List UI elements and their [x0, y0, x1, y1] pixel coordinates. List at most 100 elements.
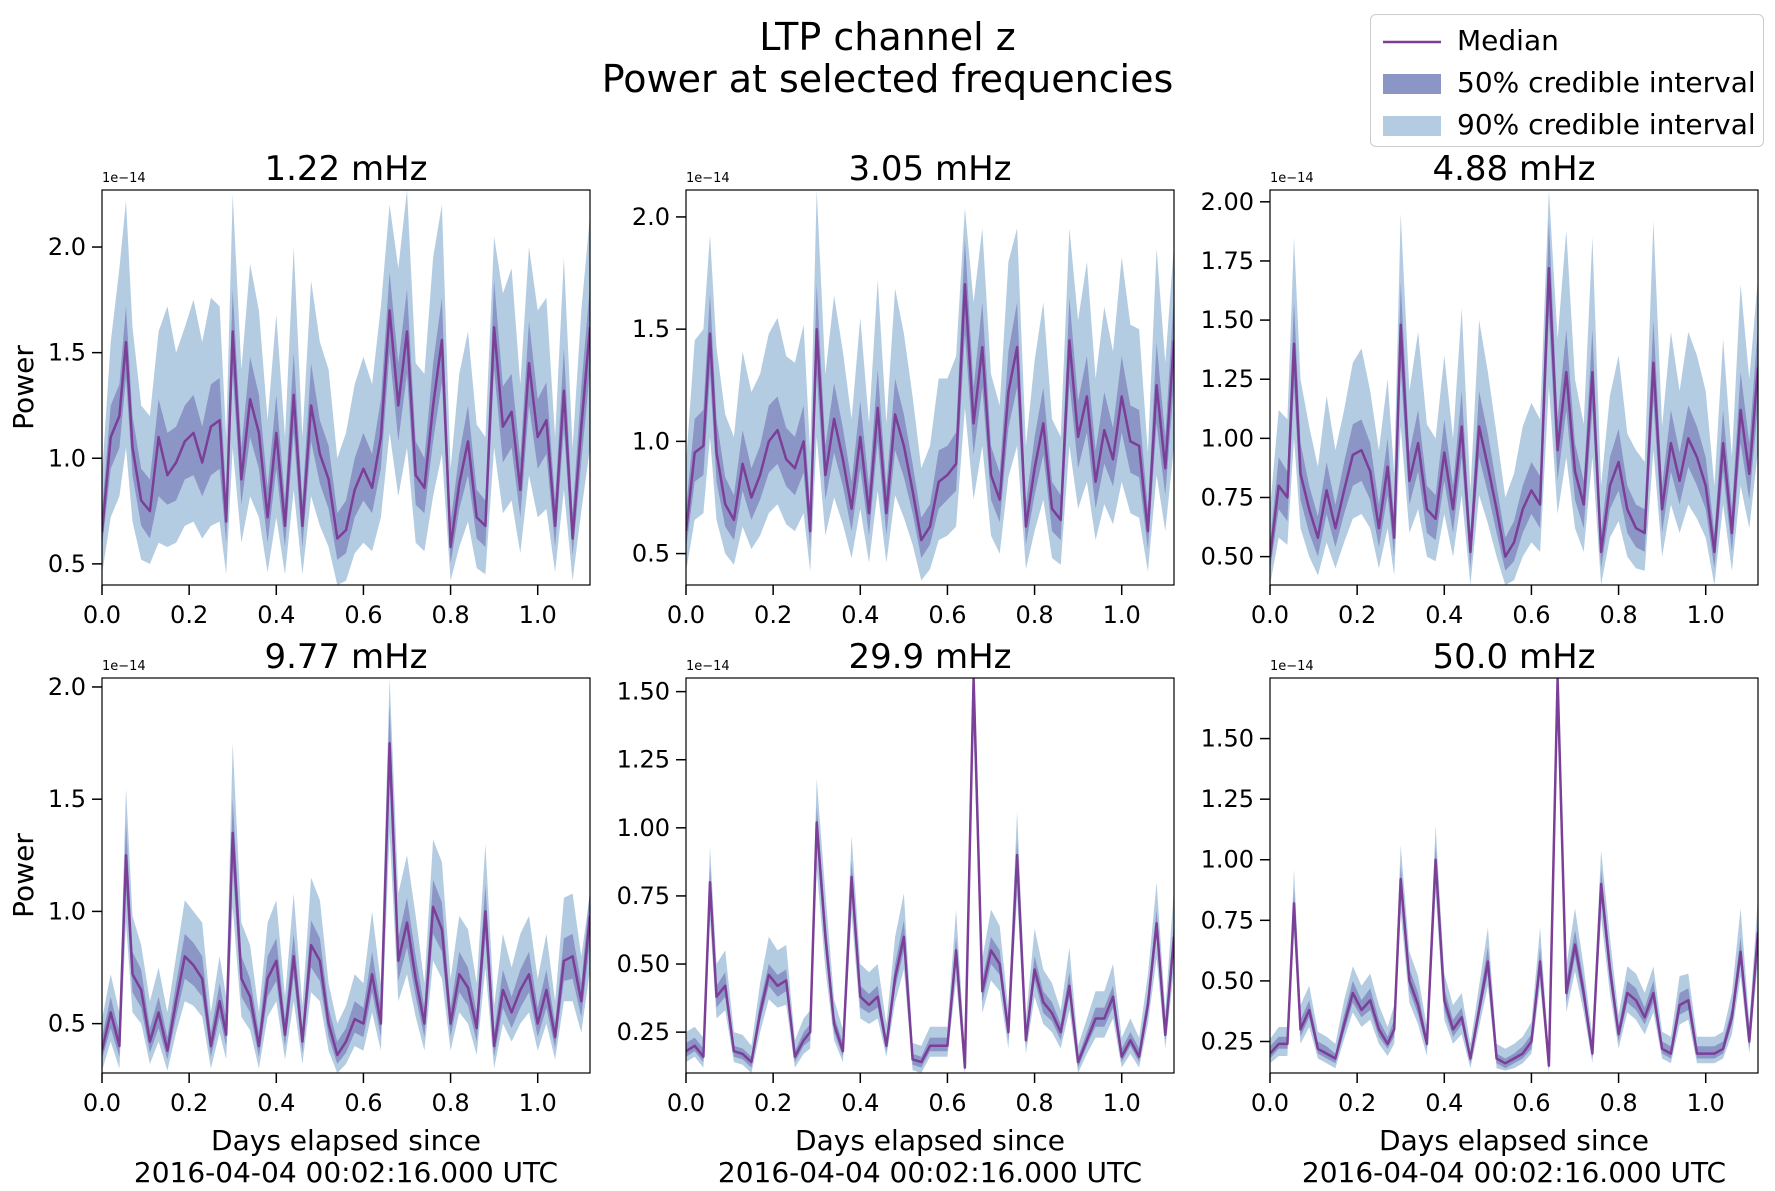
y-tick-label: 2.0 [48, 673, 86, 701]
x-tick-label: 0.0 [1251, 1089, 1289, 1117]
x-axis-label: Days elapsed since [795, 1124, 1065, 1157]
y-tick-label: 0.25 [617, 1018, 670, 1046]
plot-area [1270, 678, 1758, 1073]
y-tick-label: 0.75 [1201, 483, 1254, 511]
x-tick-label: 0.8 [1599, 601, 1637, 629]
x-tick-label: 1.0 [1103, 601, 1141, 629]
panel-title: 1.22 mHz [264, 149, 427, 189]
panel-3: 0.0 0.2 0.4 0.6 0.8 1.0 0.50 0.75 1.00 1.25 1.50 1.… [1201, 149, 1759, 629]
x-tick-label: 0.2 [170, 1089, 208, 1117]
median-line [102, 309, 590, 549]
x-tick-label: 0.2 [1338, 601, 1376, 629]
y-tick-label: 1.00 [617, 814, 670, 842]
legend-key-median [1383, 40, 1441, 44]
y-tick-label: 1.0 [48, 897, 86, 925]
panel-6: 0.0 0.2 0.4 0.6 0.8 1.0 0.25 0.50 0.75 1.00 1.25 1.… [1201, 637, 1759, 1189]
x-tick-label: 0.8 [1015, 1089, 1053, 1117]
x-tick-label: 0.6 [928, 1089, 966, 1117]
axis-offset-label: 1e−14 [686, 659, 730, 674]
axes-frame [685, 677, 1175, 1074]
ci90-band [1270, 190, 1758, 585]
x-tick-label: 0.8 [431, 1089, 469, 1117]
median-line [686, 678, 1174, 1069]
panel-5: 0.0 0.2 0.4 0.6 0.8 1.0 0.25 0.50 0.75 1.00 1.25 1.… [617, 637, 1175, 1189]
x-axis-label: 2016-04-04 00:02:16.000 UTC [718, 1156, 1142, 1189]
x-tick-label: 0.0 [83, 601, 121, 629]
y-tick-label: 2.0 [48, 233, 86, 261]
y-tick-label: 1.0 [632, 427, 670, 455]
y-tick-label: 0.75 [1201, 906, 1254, 934]
panel-2: 0.0 0.2 0.4 0.6 0.8 1.0 0.5 1.0 1.5 2.0 1e−14 3.05 … [632, 149, 1175, 629]
x-tick-label: 0.4 [841, 601, 879, 629]
axes-frame [101, 189, 591, 586]
x-tick-label: 0.6 [1512, 1089, 1550, 1117]
y-tick-label: 0.75 [617, 882, 670, 910]
legend-item-ci90: 90% credible interval [1371, 105, 1763, 145]
axis-offset-label: 1e−14 [1270, 171, 1314, 186]
median-line [1270, 678, 1758, 1067]
plot-area [102, 190, 590, 585]
y-tick-label: 0.25 [1201, 1027, 1254, 1055]
axis-offset-label: 1e−14 [1270, 659, 1314, 674]
y-axis-label: Power [7, 833, 40, 918]
panel-title: 4.88 mHz [1432, 149, 1595, 189]
plot-area [686, 190, 1174, 581]
x-tick-label: 0.2 [754, 1089, 792, 1117]
legend-key-ci50-swatch [1383, 74, 1441, 94]
x-tick-label: 0.8 [1015, 601, 1053, 629]
x-tick-label: 0.4 [1425, 1089, 1463, 1117]
median-line [1270, 266, 1758, 558]
x-tick-label: 0.8 [1599, 1089, 1637, 1117]
y-tick-label: 0.5 [48, 550, 86, 578]
panel-title: 29.9 mHz [848, 637, 1011, 677]
panel-title: 50.0 mHz [1432, 637, 1595, 677]
legend-label-ci90: 90% credible interval [1457, 108, 1756, 141]
median-line [102, 741, 590, 1057]
ci90-band [686, 678, 1174, 1073]
axes-frame [1269, 189, 1759, 586]
x-tick-label: 0.4 [257, 1089, 295, 1117]
x-axis-label: Days elapsed since [1379, 1124, 1649, 1157]
ci90-band [1270, 678, 1758, 1073]
axis-offset-label: 1e−14 [686, 171, 730, 186]
figure-title-line1: LTP channel z [759, 15, 1016, 59]
panel-title: 9.77 mHz [264, 637, 427, 677]
legend-label-median: Median [1457, 24, 1559, 57]
panel-1: 0.0 0.2 0.4 0.6 0.8 1.0 0.5 1.0 1.5 2.0 1e−14 1.22 … [7, 149, 591, 629]
x-tick-label: 0.4 [841, 1089, 879, 1117]
figure-title-line2: Power at selected frequencies [601, 57, 1174, 101]
legend-item-ci50: 50% credible interval [1371, 63, 1763, 103]
y-tick-label: 1.25 [1201, 785, 1254, 813]
y-tick-label: 1.25 [1201, 365, 1254, 393]
y-axis-label: Power [7, 345, 40, 430]
y-tick-label: 1.50 [1201, 306, 1254, 334]
x-axis-label: Days elapsed since [211, 1124, 481, 1157]
x-tick-label: 0.6 [928, 601, 966, 629]
x-tick-label: 1.0 [1687, 1089, 1725, 1117]
y-tick-label: 0.50 [1201, 967, 1254, 995]
y-tick-label: 1.00 [1201, 424, 1254, 452]
axes-frame [1269, 677, 1759, 1074]
x-tick-label: 0.2 [1338, 1089, 1376, 1117]
x-tick-label: 0.0 [667, 1089, 705, 1117]
y-tick-label: 1.50 [1201, 725, 1254, 753]
x-tick-label: 0.6 [344, 1089, 382, 1117]
x-tick-label: 0.0 [667, 601, 705, 629]
x-tick-label: 1.0 [1103, 1089, 1141, 1117]
plot-area [1270, 190, 1758, 585]
x-tick-label: 0.6 [1512, 601, 1550, 629]
ci50-band [102, 704, 590, 1064]
x-tick-label: 0.4 [1425, 601, 1463, 629]
x-tick-label: 0.6 [344, 601, 382, 629]
x-tick-label: 0.2 [754, 601, 792, 629]
x-tick-label: 1.0 [519, 1089, 557, 1117]
axis-offset-label: 1e−14 [102, 659, 146, 674]
median-line [686, 283, 1174, 542]
x-tick-label: 1.0 [1687, 601, 1725, 629]
panel-4: 0.0 0.2 0.4 0.6 0.8 1.0 0.5 1.0 1.5 2.0 1e−14 9.77 … [7, 637, 591, 1189]
legend-label-ci50: 50% credible interval [1457, 66, 1756, 99]
y-tick-label: 2.00 [1201, 188, 1254, 216]
legend-key-ci90-swatch [1383, 116, 1441, 136]
y-tick-label: 1.25 [617, 746, 670, 774]
